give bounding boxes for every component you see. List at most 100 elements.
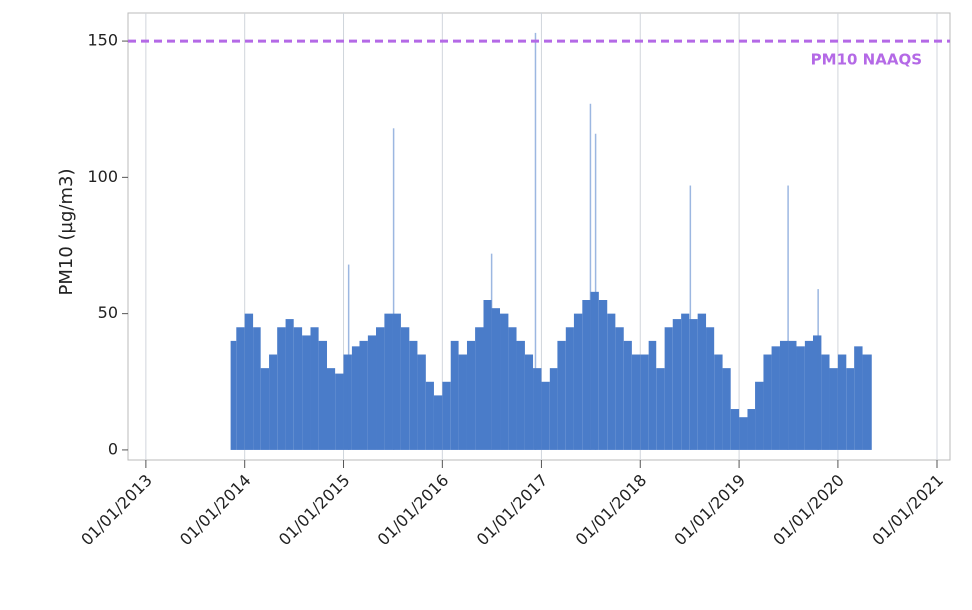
bar	[672, 319, 682, 450]
bar	[813, 335, 822, 450]
bar	[236, 327, 245, 450]
bar	[573, 313, 583, 450]
bar	[747, 409, 756, 450]
bar	[771, 346, 780, 450]
bar	[565, 327, 574, 450]
x-tick-label: 01/01/2018	[572, 471, 651, 550]
bar	[763, 354, 772, 450]
bar	[862, 354, 872, 450]
bar	[598, 300, 608, 450]
bar	[483, 300, 492, 450]
bar	[631, 354, 641, 450]
bar	[607, 313, 616, 450]
bar	[623, 340, 632, 450]
bar	[442, 381, 451, 450]
bar	[706, 327, 715, 450]
bar	[541, 381, 550, 450]
bar	[433, 395, 443, 450]
bar	[821, 354, 830, 450]
bar	[739, 417, 748, 450]
bar	[327, 368, 336, 450]
peak-bar	[787, 185, 789, 450]
bar	[615, 327, 624, 450]
bar	[788, 340, 797, 450]
bar	[829, 368, 838, 450]
bar	[230, 340, 237, 450]
bar	[730, 409, 740, 450]
x-tick-label: 01/01/2015	[275, 471, 354, 550]
bar	[458, 354, 467, 450]
peak-bar	[490, 253, 493, 450]
bar	[302, 335, 311, 450]
bar	[722, 368, 731, 450]
bar	[796, 346, 805, 450]
bar	[697, 313, 707, 450]
bar	[524, 354, 534, 450]
y-axis-label: PM10 (µg/m3)	[56, 169, 77, 296]
bar	[392, 313, 401, 450]
bar	[335, 373, 344, 450]
bar	[689, 319, 698, 450]
y-tick-label: 100	[87, 167, 118, 186]
bar	[681, 313, 690, 450]
bar	[648, 340, 657, 450]
bar	[277, 327, 286, 450]
bar	[837, 354, 847, 450]
bar	[310, 327, 319, 450]
peak-bar	[689, 185, 692, 450]
bar	[640, 354, 649, 450]
bar	[475, 327, 484, 450]
bar	[755, 381, 764, 450]
bar	[244, 313, 254, 450]
bar	[285, 319, 294, 450]
bar	[590, 291, 599, 450]
peak-bar	[589, 103, 592, 450]
bar	[269, 354, 278, 450]
bar	[351, 346, 360, 450]
bar	[846, 368, 855, 450]
peak-bar	[594, 133, 597, 450]
peak-bar	[392, 128, 395, 450]
x-tick-label: 01/01/2016	[374, 471, 453, 550]
bar	[343, 354, 352, 450]
bar	[318, 340, 328, 450]
bar	[253, 327, 261, 450]
bar	[409, 340, 418, 450]
bar	[549, 368, 558, 450]
y-tick-label: 0	[108, 439, 118, 458]
bar	[400, 327, 410, 450]
peak-bar	[347, 264, 350, 450]
bar	[425, 381, 434, 450]
bar	[804, 340, 813, 450]
x-tick-label: 01/01/2014	[176, 471, 255, 550]
x-tick-label: 01/01/2013	[77, 471, 156, 550]
bar	[417, 354, 426, 450]
bar	[260, 368, 270, 450]
bar	[714, 354, 723, 450]
bar	[582, 300, 591, 450]
bar	[516, 340, 525, 450]
bar	[508, 327, 517, 450]
bar	[293, 327, 303, 450]
peak-bar	[817, 289, 819, 450]
bar	[491, 308, 501, 450]
bar	[557, 340, 566, 450]
y-tick-label: 150	[87, 31, 118, 50]
reference-label: PM10 NAAQS	[811, 51, 922, 69]
x-tick-label: 01/01/2020	[769, 471, 848, 550]
bar	[466, 340, 476, 450]
bar	[664, 327, 673, 450]
peak-bar	[534, 32, 537, 450]
x-tick-label: 01/01/2017	[473, 471, 552, 550]
bar	[359, 340, 368, 450]
y-tick-label: 50	[98, 303, 118, 322]
bar	[376, 327, 385, 450]
bar	[384, 313, 393, 450]
bar	[854, 346, 863, 450]
x-tick-label: 01/01/2019	[670, 471, 749, 550]
bar	[367, 335, 377, 450]
x-tick-label: 01/01/2021	[868, 471, 947, 550]
bar	[450, 340, 459, 450]
bar	[500, 313, 509, 450]
